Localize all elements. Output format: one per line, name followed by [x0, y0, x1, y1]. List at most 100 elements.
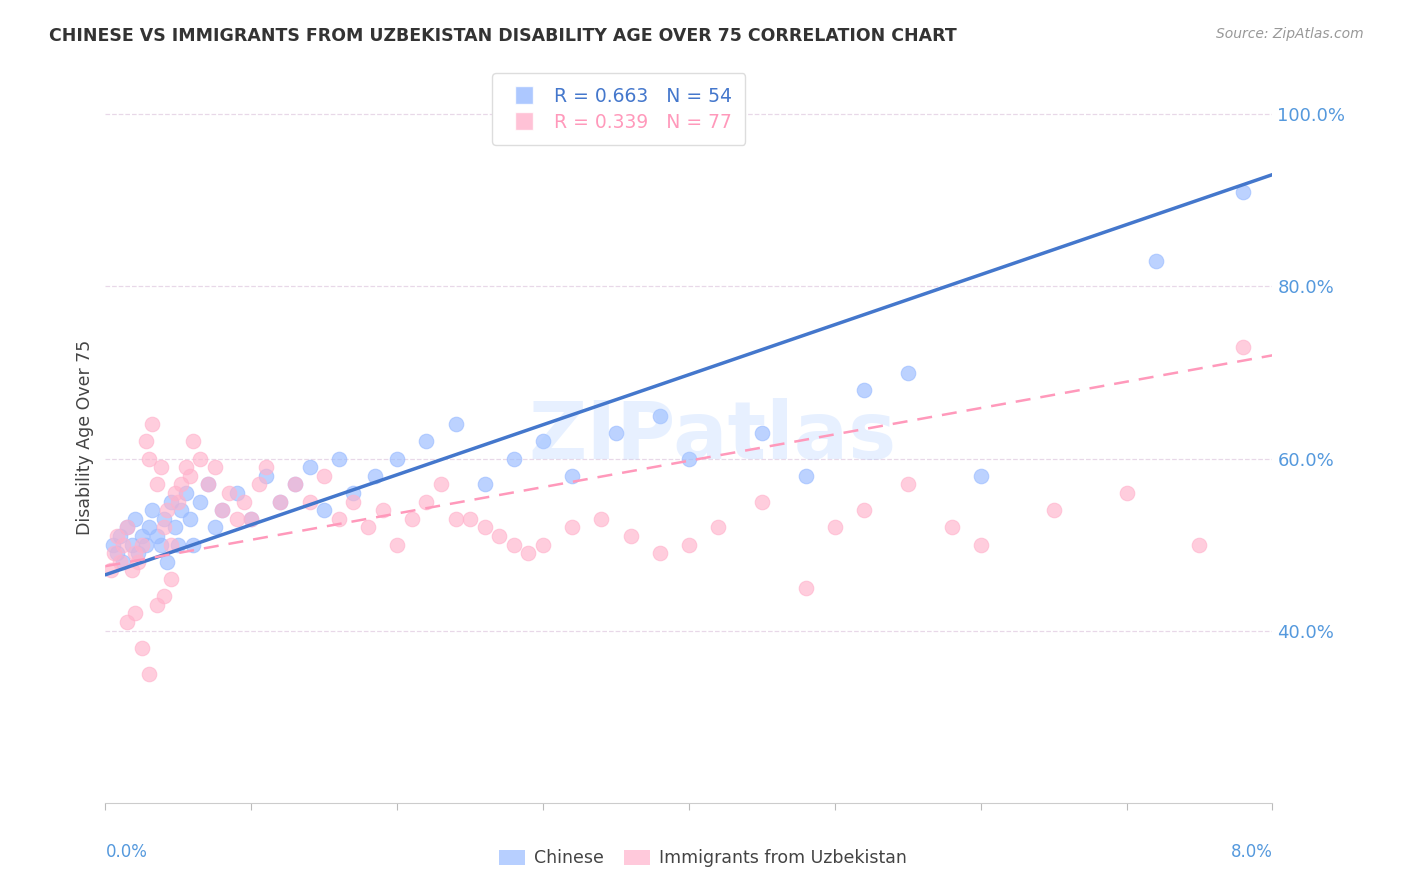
- Point: [121, 538, 143, 552]
- Point: [897, 477, 920, 491]
- Point: [117, 520, 139, 534]
- Text: 0.0%: 0.0%: [105, 843, 148, 861]
- Point: [328, 512, 350, 526]
- Point: [269, 494, 292, 508]
- Point: [131, 538, 153, 552]
- Point: [152, 589, 174, 603]
- Point: [152, 512, 174, 526]
- Point: [135, 434, 157, 449]
- Point: [240, 512, 263, 526]
- Point: [160, 538, 183, 552]
- Point: [648, 409, 671, 423]
- Point: [794, 581, 817, 595]
- Point: [197, 477, 219, 491]
- Point: [531, 538, 554, 552]
- Point: [188, 451, 211, 466]
- Point: [269, 494, 292, 508]
- Point: [970, 468, 993, 483]
- Point: [141, 417, 163, 432]
- Point: [385, 538, 408, 552]
- Point: [401, 512, 423, 526]
- Point: [127, 555, 149, 569]
- Point: [124, 546, 146, 560]
- Point: [100, 564, 122, 578]
- Point: [852, 503, 875, 517]
- Point: [444, 417, 467, 432]
- Point: [160, 494, 183, 508]
- Point: [108, 555, 131, 569]
- Point: [124, 512, 146, 526]
- Point: [314, 468, 336, 483]
- Point: [458, 512, 481, 526]
- Point: [298, 494, 321, 508]
- Point: [648, 546, 671, 560]
- Point: [174, 460, 197, 475]
- Point: [145, 529, 167, 543]
- Point: [138, 520, 160, 534]
- Point: [103, 546, 125, 560]
- Point: [254, 460, 277, 475]
- Point: [152, 520, 174, 534]
- Point: [619, 529, 641, 543]
- Point: [156, 555, 179, 569]
- Point: [314, 503, 336, 517]
- Point: [117, 520, 139, 534]
- Point: [105, 546, 128, 560]
- Text: ZIPatlas: ZIPatlas: [529, 398, 897, 476]
- Point: [247, 477, 270, 491]
- Point: [167, 538, 190, 552]
- Point: [240, 512, 263, 526]
- Point: [1232, 185, 1254, 199]
- Point: [284, 477, 307, 491]
- Point: [502, 451, 524, 466]
- Point: [605, 425, 627, 440]
- Point: [181, 434, 204, 449]
- Point: [124, 607, 146, 621]
- Point: [131, 529, 153, 543]
- Point: [145, 477, 167, 491]
- Point: [225, 486, 247, 500]
- Point: [211, 503, 233, 517]
- Point: [170, 503, 193, 517]
- Point: [218, 486, 240, 500]
- Point: [111, 538, 134, 552]
- Point: [824, 520, 846, 534]
- Point: [204, 520, 226, 534]
- Text: Source: ZipAtlas.com: Source: ZipAtlas.com: [1216, 27, 1364, 41]
- Point: [131, 640, 153, 655]
- Point: [531, 434, 554, 449]
- Point: [141, 503, 163, 517]
- Point: [897, 366, 920, 380]
- Point: [357, 520, 380, 534]
- Point: [678, 451, 700, 466]
- Point: [1232, 340, 1254, 354]
- Point: [502, 538, 524, 552]
- Point: [794, 468, 817, 483]
- Point: [138, 451, 160, 466]
- Point: [174, 486, 197, 500]
- Point: [117, 615, 139, 629]
- Point: [111, 555, 134, 569]
- Point: [167, 494, 190, 508]
- Point: [298, 460, 321, 475]
- Point: [135, 538, 157, 552]
- Point: [160, 572, 183, 586]
- Point: [1115, 486, 1137, 500]
- Point: [233, 494, 256, 508]
- Point: [179, 512, 201, 526]
- Point: [211, 503, 233, 517]
- Point: [561, 468, 583, 483]
- Point: [1188, 538, 1211, 552]
- Point: [105, 529, 128, 543]
- Point: [1144, 253, 1167, 268]
- Point: [707, 520, 730, 534]
- Legend: R = 0.663   N = 54, R = 0.339   N = 77: R = 0.663 N = 54, R = 0.339 N = 77: [492, 73, 745, 145]
- Text: 8.0%: 8.0%: [1230, 843, 1272, 861]
- Point: [415, 434, 437, 449]
- Point: [474, 520, 496, 534]
- Point: [149, 460, 172, 475]
- Point: [254, 468, 277, 483]
- Point: [284, 477, 307, 491]
- Point: [385, 451, 408, 466]
- Point: [970, 538, 993, 552]
